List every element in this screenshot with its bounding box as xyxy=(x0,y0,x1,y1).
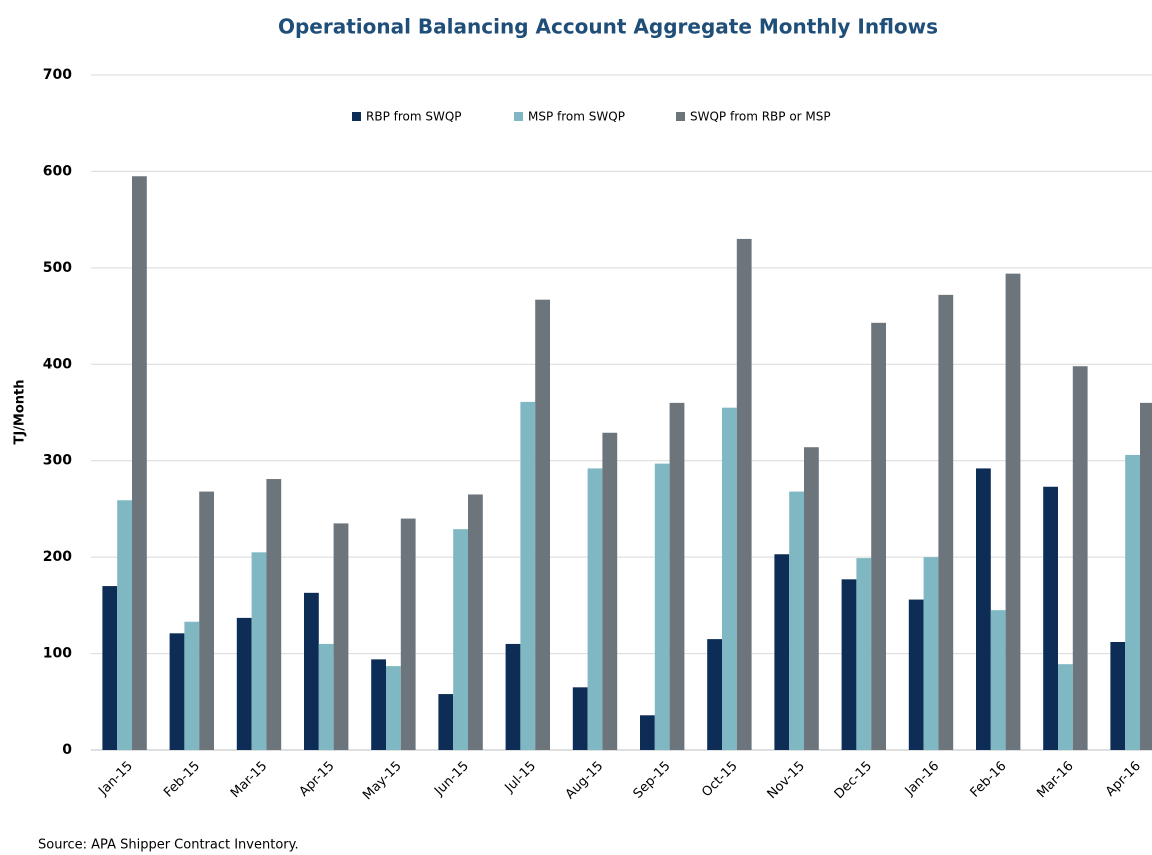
y-tick-label: 200 xyxy=(43,549,72,565)
bar xyxy=(386,666,401,750)
x-tick-label: Jan-16 xyxy=(902,759,943,800)
bar xyxy=(102,586,118,750)
bar xyxy=(304,592,319,750)
x-tick-label: Sep-15 xyxy=(631,759,674,802)
legend-label: MSP from SWQP xyxy=(528,110,625,124)
source-note: Source: APA Shipper Contract Inventory. xyxy=(38,838,299,853)
bar xyxy=(1005,273,1021,750)
bar xyxy=(266,479,282,750)
x-tick-label: Jun-15 xyxy=(431,759,472,800)
x-tick-label: Jul-15 xyxy=(502,759,539,796)
y-tick-label: 600 xyxy=(43,163,72,179)
bar xyxy=(841,579,857,750)
bar xyxy=(1058,664,1073,750)
legend-label: RBP from SWQP xyxy=(366,110,462,124)
bar xyxy=(923,557,939,750)
y-tick-label: 0 xyxy=(62,742,72,758)
chart-title: Operational Balancing Account Aggregate … xyxy=(278,15,938,39)
bar xyxy=(333,523,349,750)
y-tick-label: 400 xyxy=(43,356,72,372)
bar xyxy=(736,238,752,750)
bar xyxy=(654,463,670,750)
y-tick-label: 300 xyxy=(43,453,72,469)
bar xyxy=(505,643,521,750)
bar xyxy=(871,322,886,750)
legend-swatch xyxy=(352,112,361,121)
x-tick-label: May-15 xyxy=(360,759,404,803)
x-tick-label: Mar-16 xyxy=(1034,759,1076,801)
bar xyxy=(1125,454,1140,750)
bar xyxy=(199,491,214,750)
x-tick-label: Nov-15 xyxy=(765,759,808,802)
bar xyxy=(117,500,132,750)
legend-label: SWQP from RBP or MSP xyxy=(690,110,831,124)
legend-swatch xyxy=(514,112,523,121)
bar xyxy=(1043,486,1058,750)
x-tick-label: Jan-15 xyxy=(95,759,136,800)
bar xyxy=(938,294,954,750)
bar xyxy=(438,694,454,750)
y-axis-label: TJ/Month xyxy=(13,379,28,444)
bar xyxy=(990,610,1006,750)
bar xyxy=(520,401,536,750)
bar xyxy=(976,468,991,750)
bar xyxy=(453,529,468,750)
bar xyxy=(184,621,200,750)
bar xyxy=(1140,402,1152,750)
bar xyxy=(468,494,483,750)
bar xyxy=(535,299,550,750)
y-tick-label: 100 xyxy=(43,646,72,662)
bar xyxy=(251,552,267,750)
x-tick-label: Oct-15 xyxy=(699,759,741,801)
bar xyxy=(908,599,924,750)
bar xyxy=(1072,366,1088,750)
x-tick-label: Mar-15 xyxy=(228,759,270,801)
y-tick-label: 700 xyxy=(43,67,72,83)
bar xyxy=(1110,642,1126,750)
bar xyxy=(318,643,334,750)
bar xyxy=(587,468,603,750)
bar xyxy=(236,617,252,750)
bar xyxy=(572,687,588,750)
bar xyxy=(707,639,722,750)
x-tick-label: Apr-16 xyxy=(1103,759,1144,800)
bar xyxy=(669,402,685,750)
bar xyxy=(371,659,386,750)
bar xyxy=(169,633,185,750)
bar xyxy=(722,407,737,750)
bar xyxy=(400,518,416,750)
x-tick-label: Dec-15 xyxy=(832,759,875,802)
x-tick-label: Apr-15 xyxy=(297,759,338,800)
x-tick-label: Aug-15 xyxy=(563,759,607,803)
bar xyxy=(640,715,655,750)
bar xyxy=(856,558,872,750)
bar xyxy=(789,491,804,750)
bar xyxy=(804,447,819,750)
bar xyxy=(132,176,147,750)
bar xyxy=(602,432,618,750)
bar xyxy=(774,554,790,750)
y-tick-label: 500 xyxy=(43,260,72,276)
x-tick-label: Feb-16 xyxy=(968,759,1010,801)
x-tick-label: Feb-15 xyxy=(161,759,203,801)
legend-swatch xyxy=(676,112,685,121)
